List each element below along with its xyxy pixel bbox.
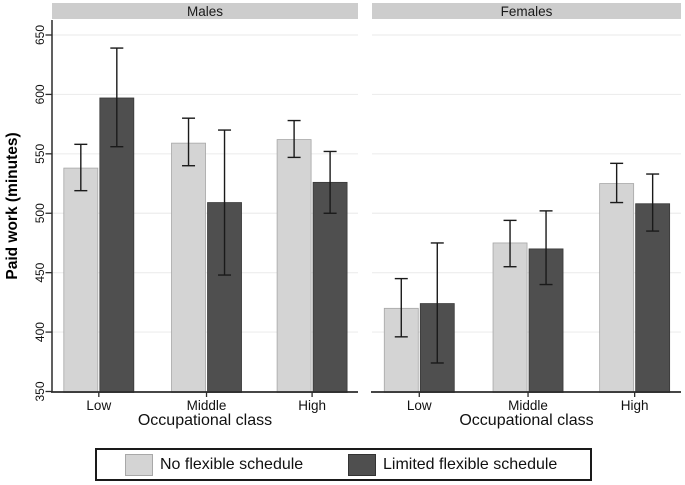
panel-title-females: Females [500, 3, 553, 19]
legend-box: No flexible schedule Limited flexible sc… [95, 448, 592, 481]
panel-strip-females: Females [372, 3, 681, 19]
legend-label-no-flexible: No flexible schedule [160, 456, 304, 473]
bar-no-flexible [599, 183, 635, 393]
y-tick-label: 400 [33, 322, 47, 342]
y-tick-label: 450 [33, 262, 47, 282]
x-axis-title-females: Occupational class [459, 412, 594, 429]
y-tick-label: 650 [33, 25, 47, 45]
bar-no-flexible [492, 242, 528, 393]
y-tick-label: 600 [33, 84, 47, 104]
x-category-label: Middle [508, 398, 548, 413]
y-tick-label: 550 [33, 144, 47, 164]
bar-no-flexible [276, 139, 312, 393]
legend-label-limited-flexible: Limited flexible schedule [383, 456, 558, 473]
y-tick-label: 500 [33, 203, 47, 223]
legend-swatch-no-flexible [125, 454, 153, 476]
y-tick-label: 350 [33, 381, 47, 401]
bar-no-flexible [63, 167, 99, 393]
x-category-label: Low [407, 398, 432, 413]
legend-swatch-limited-flexible [348, 454, 376, 476]
bar-no-flexible [171, 142, 206, 393]
y-axis-title: Paid work (minutes) [4, 132, 21, 280]
panel-title-males: Males [186, 3, 223, 19]
x-category-label: High [298, 398, 326, 413]
x-category-label: Middle [187, 398, 227, 413]
x-category-label: High [621, 398, 649, 413]
panel-strip-males: Males [52, 3, 358, 19]
bar-limited-flexible [312, 181, 348, 393]
x-category-label: Low [86, 398, 111, 413]
bar-limited-flexible [635, 203, 671, 393]
x-axis-title-males: Occupational class [137, 412, 273, 429]
